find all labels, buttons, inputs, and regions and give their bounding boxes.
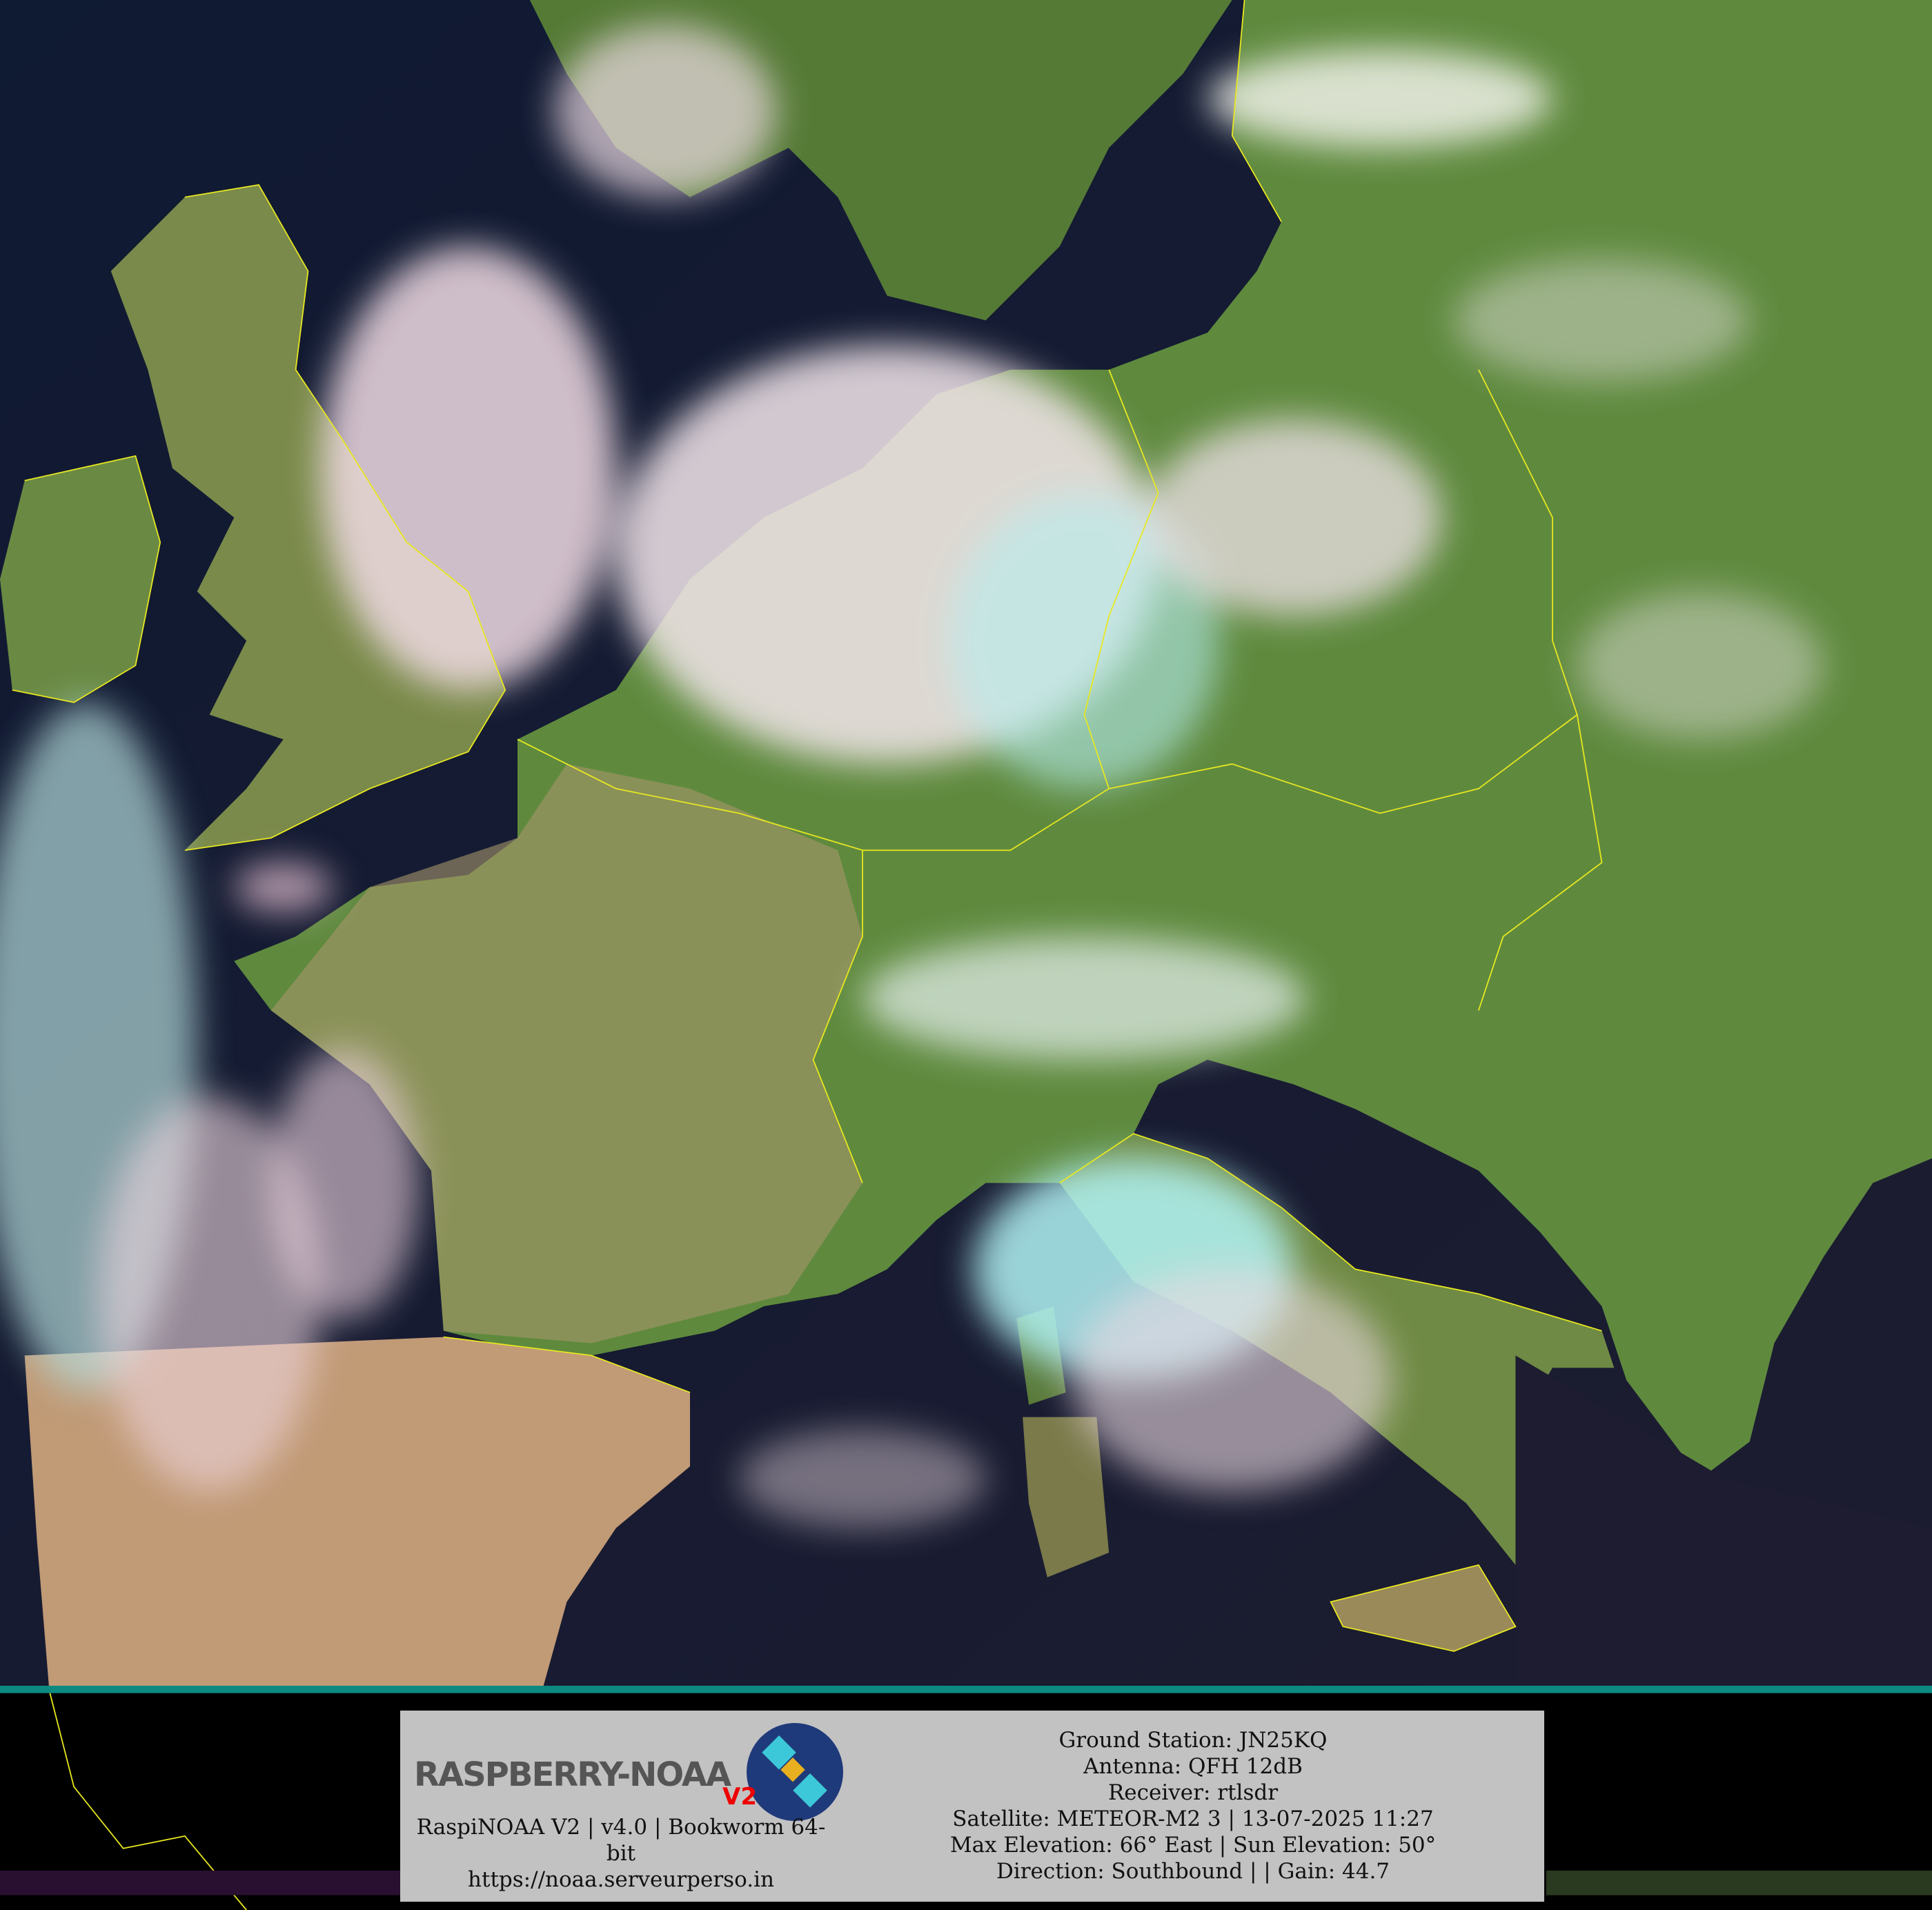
noise-strip-left <box>0 1870 407 1896</box>
antenna: Antenna: QFH 12dB <box>1083 1754 1303 1779</box>
station-info: RaspiNOAA V2 | v4.0 | Bookworm 64-bit ht… <box>400 1814 842 1893</box>
version-line: RaspiNOAA V2 | v4.0 | Bookworm 64-bit <box>416 1815 826 1866</box>
raspberry-noaa-logo: RASPBERRY-NOAA V2 <box>408 1717 843 1821</box>
satellite-icon <box>747 1723 843 1821</box>
noise-strip-right <box>1546 1870 1932 1896</box>
pass-info-panel: RASPBERRY-NOAA V2 RaspiNOAA V2 | v4.0 | … <box>400 1711 1544 1902</box>
station-url: https://noaa.serveurperso.in <box>468 1867 774 1892</box>
direction-gain: Direction: Southbound | | Gain: 44.7 <box>996 1859 1390 1884</box>
ireland <box>0 455 161 702</box>
sardinia <box>1023 1417 1110 1577</box>
country-borders-lines <box>12 0 1603 1910</box>
satellite-pass: Satellite: METEOR-M2 3 | 13-07-2025 11:2… <box>952 1806 1434 1831</box>
sicily <box>1330 1564 1516 1651</box>
balkans-lake <box>1515 1355 1932 1691</box>
pass-details: Ground Station: JN25KQ Antenna: QFH 12dB… <box>842 1727 1544 1884</box>
scanline-edge <box>0 1685 1932 1693</box>
elevation: Max Elevation: 66° East | Sun Elevation:… <box>949 1833 1437 1858</box>
cloud-cover <box>0 24 1824 1528</box>
receiver: Receiver: rtlsdr <box>1107 1780 1279 1805</box>
ground-station: Ground Station: JN25KQ <box>1058 1728 1328 1753</box>
logo-badge: V2 <box>722 1783 757 1811</box>
great-britain <box>110 184 506 851</box>
france-dry-region <box>270 764 862 1343</box>
logo-text: RASPBERRY-NOAA <box>414 1755 731 1794</box>
